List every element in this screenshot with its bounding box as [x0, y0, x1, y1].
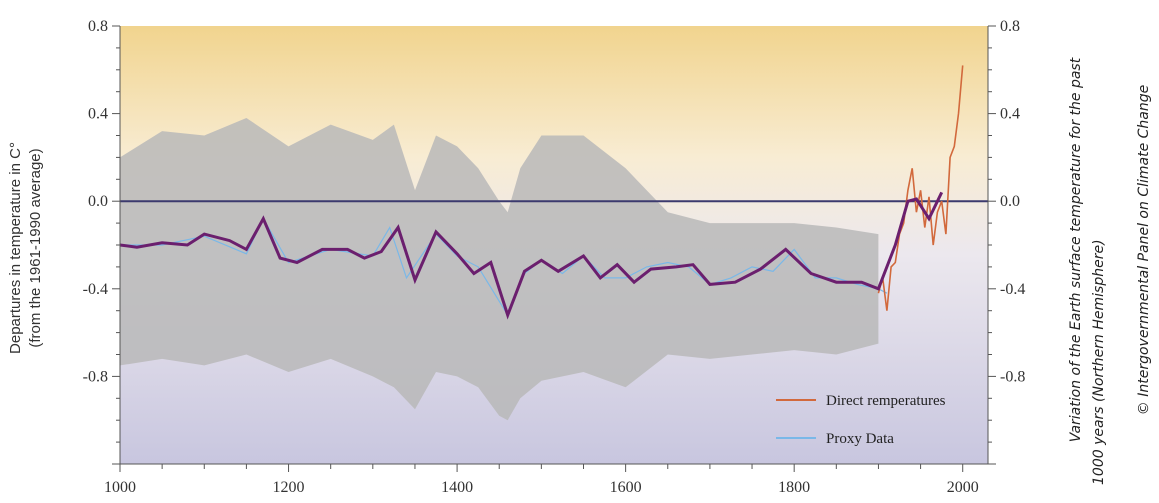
y-tick-label-right: 0.4: [1000, 106, 1020, 123]
y-tick-label-right: 0.0: [1000, 193, 1020, 210]
legend-proxy-label: Proxy Data: [826, 431, 894, 447]
y-tick-label-left: 0.8: [88, 18, 108, 35]
x-axis-ticks: 1000 1200 1400 1600 1800 2000: [104, 464, 979, 496]
x-tick-label: 1600: [610, 479, 642, 496]
x-tick-label: 1200: [273, 479, 305, 496]
legend: Direct remperatures Proxy Data: [776, 393, 946, 447]
y-tick-label-right: -0.4: [1000, 281, 1025, 298]
y-tick-label-left: 0.0: [88, 193, 108, 210]
smoothed-line: [119, 191, 944, 320]
y-tick-label-left: 0.4: [88, 106, 108, 123]
y-tick-label-left: -0.4: [83, 281, 108, 298]
y-tick-label-right: 0.8: [1000, 18, 1020, 35]
direct-temperatures-line: [877, 65, 964, 311]
x-tick-label: 1400: [441, 479, 473, 496]
uncertainty-band: [120, 118, 879, 421]
y-axis-title-line2: (from the 1961-1990 average): [27, 148, 44, 347]
x-tick-label: 2000: [947, 479, 979, 496]
y-tick-label-left: -0.8: [83, 368, 108, 385]
legend-direct-label: Direct remperatures: [826, 393, 946, 409]
side-note-line2: 1000 years (Northern Hemisphere): [1091, 239, 1107, 485]
y-axis-ticks: 0.8 0.8 0.4 0.4 0.0 0.0 -0.4 -0.4 -0.8 -0.8: [83, 18, 1025, 465]
y-axis-title-line1: Departures in temperature in C°: [7, 142, 24, 354]
x-tick-label: 1800: [778, 479, 810, 496]
copyright-note: © Intergovernmental Panel on Climate Cha…: [1136, 85, 1152, 415]
y-tick-label-right: -0.8: [1000, 368, 1025, 385]
x-tick-label: 1000: [104, 479, 136, 496]
side-note-line1: Variation of the Earth surface temperatu…: [1068, 57, 1084, 442]
